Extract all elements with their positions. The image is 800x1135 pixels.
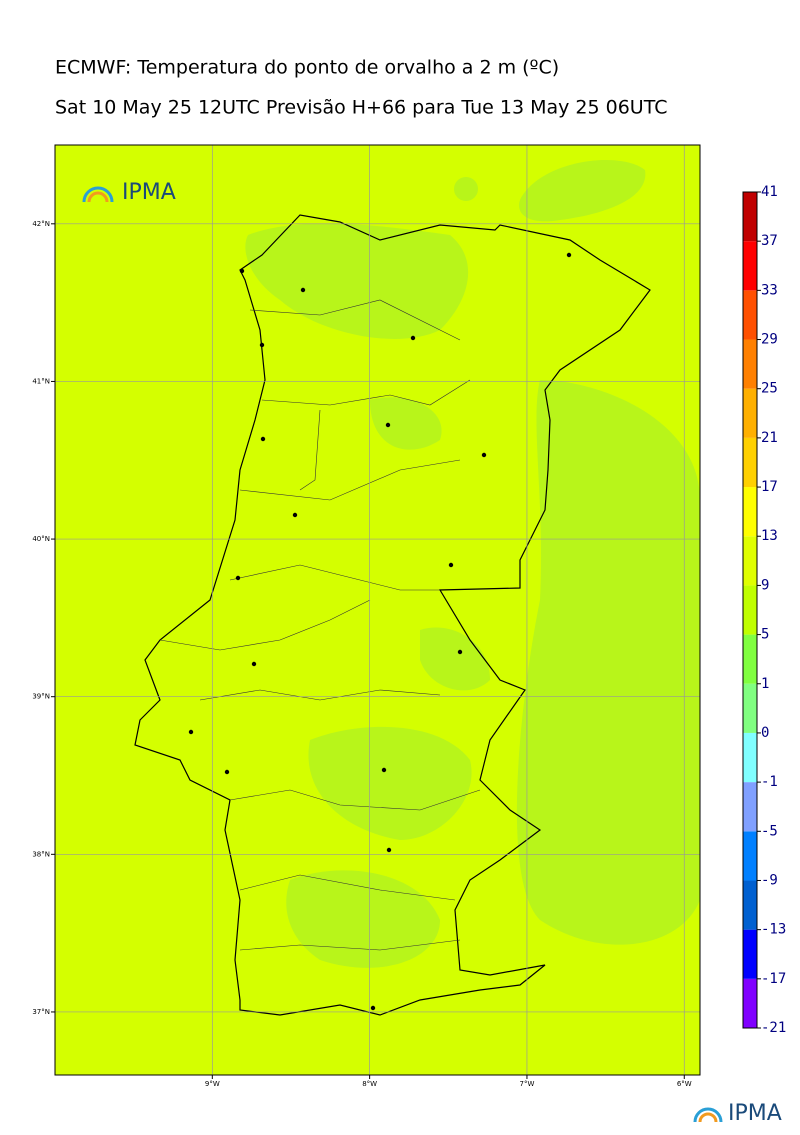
colorbar-label: 37 — [761, 233, 778, 249]
colorbar-segment — [743, 732, 757, 783]
cities — [188, 252, 572, 1011]
title: ECMWF: Temperatura do ponto de orvalho a… — [55, 57, 559, 79]
colorbar-segment — [743, 585, 757, 635]
colorbar-segment — [743, 782, 757, 832]
colorbar-segment — [743, 437, 757, 488]
district-borders — [159, 299, 481, 951]
grid — [51, 145, 700, 1079]
colorbar-label: -9 — [761, 872, 778, 888]
colorbar-label: 1 — [761, 676, 769, 692]
subtitle: Sat 10 May 25 12UTC Previsão H+66 para T… — [55, 97, 667, 119]
y-tick-label: 40°N — [32, 535, 50, 543]
colorbar-label: 17 — [761, 479, 778, 495]
logo-bottom: IPMA — [693, 1101, 782, 1126]
colorbar-label: 25 — [761, 381, 778, 397]
colorbar-segment — [743, 388, 757, 438]
colorbar-segment — [743, 192, 757, 242]
colorbar-segment — [743, 536, 757, 586]
colorbar-segment — [743, 978, 757, 1028]
colorbar-label: -13 — [761, 922, 786, 938]
logo-text: IPMA — [728, 1101, 782, 1126]
colorbar-label: 5 — [761, 627, 769, 643]
colorbar-segment — [743, 683, 757, 733]
logo-top: IPMA — [82, 180, 176, 205]
colorbar-label: -5 — [761, 823, 778, 839]
colorbar-segment — [743, 831, 757, 881]
y-tick-label: 38°N — [32, 850, 50, 858]
colorbar-segment — [743, 487, 757, 537]
colorbar-frame — [742, 191, 758, 1029]
colorbar-label: -17 — [761, 971, 786, 987]
colorbar-segment — [743, 241, 757, 291]
y-tick-label: 39°N — [32, 693, 50, 701]
colorbar-label: -21 — [761, 1020, 786, 1036]
colorbar-segment — [743, 339, 757, 389]
colorbar-label: 29 — [761, 332, 778, 348]
x-tick-label: 8°W — [362, 1080, 377, 1088]
colorbar-segment — [743, 929, 757, 979]
colorbar-label: 9 — [761, 577, 769, 593]
logo-text: IPMA — [122, 180, 176, 205]
colorbar-label: 41 — [761, 184, 778, 200]
y-tick-label: 41°N — [32, 377, 50, 385]
x-tick-label: 6°W — [677, 1080, 692, 1088]
colorbar-label: 33 — [761, 282, 778, 298]
contour-areas — [245, 160, 700, 968]
colorbar-segment — [743, 634, 757, 684]
x-tick-label: 7°W — [520, 1080, 535, 1088]
colorbar-label: 0 — [761, 725, 769, 741]
colorbar-segment — [743, 880, 757, 930]
y-tick-label: 42°N — [32, 220, 50, 228]
colorbar: -21 -17 -13 -9 -5 -1 0 1 5 9 13 17 21 25 29 33 37 41 — [742, 184, 786, 1036]
colorbar-label: 21 — [761, 430, 778, 446]
map-frame — [54, 144, 701, 1076]
colorbar-label: 13 — [761, 528, 778, 544]
colorbar-label: -1 — [761, 774, 778, 790]
colorbar-segment — [743, 290, 757, 340]
coastline — [134, 214, 651, 1016]
x-tick-label: 9°W — [205, 1080, 220, 1088]
y-tick-label: 37°N — [32, 1008, 50, 1016]
map: IPMA — [51, 144, 701, 1079]
